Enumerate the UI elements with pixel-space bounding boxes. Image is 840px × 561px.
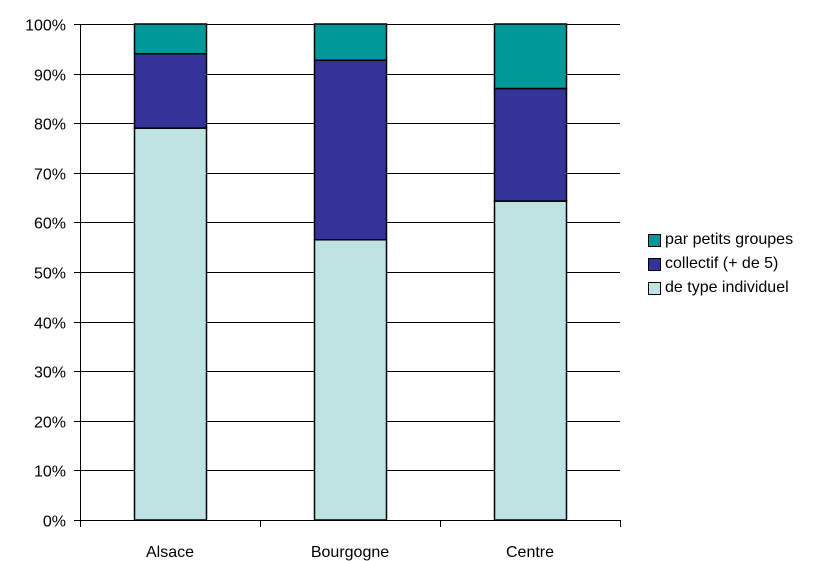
bar-centre-collectif-de-5 bbox=[493, 87, 568, 202]
y-tick-label: 80% bbox=[34, 117, 66, 134]
bar-alsace-de-type-individuel bbox=[133, 127, 208, 521]
legend-label-par-petits-groupes: par petits groupes bbox=[665, 231, 794, 248]
legend-label-de-type-individuel: de type individuel bbox=[665, 279, 789, 296]
y-tick-label: 30% bbox=[34, 365, 66, 382]
y-tick-label: 0% bbox=[43, 514, 66, 531]
x-tick-label: Bourgogne bbox=[311, 544, 389, 561]
legend-swatch-collectif bbox=[648, 257, 661, 271]
y-tick-label: 70% bbox=[34, 167, 66, 184]
legend-swatch-par-petits-groupes bbox=[648, 233, 661, 247]
chart-legend: par petits groupes collectif (+ de 5) de… bbox=[648, 228, 838, 300]
y-tick-label: 20% bbox=[34, 415, 66, 432]
legend-swatch-de-type-individuel bbox=[648, 281, 661, 295]
bar-bourgogne-de-type-individuel bbox=[313, 239, 388, 521]
y-tick-label: 90% bbox=[34, 68, 66, 85]
y-tick-label: 60% bbox=[34, 216, 66, 233]
bar-centre-par-petits-groupes bbox=[493, 23, 568, 90]
y-tick-label: 40% bbox=[34, 316, 66, 333]
y-tick-label: 100% bbox=[25, 18, 66, 35]
legend-item-collectif: collectif (+ de 5) bbox=[648, 252, 838, 276]
bar-alsace-par-petits-groupes bbox=[133, 23, 208, 55]
y-tick-label: 10% bbox=[34, 464, 66, 481]
legend-item-de-type-individuel: de type individuel bbox=[648, 276, 838, 300]
y-tick-label: 50% bbox=[34, 266, 66, 283]
x-tick-label: Centre bbox=[506, 544, 554, 561]
x-tick-label: Alsace bbox=[146, 544, 194, 561]
legend-item-par-petits-groupes: par petits groupes bbox=[648, 228, 838, 252]
bar-centre-de-type-individuel bbox=[493, 200, 568, 521]
bar-bourgogne-collectif-de-5 bbox=[313, 59, 388, 241]
bar-bourgogne-par-petits-groupes bbox=[313, 23, 388, 61]
bar-alsace-collectif-de-5 bbox=[133, 53, 208, 129]
legend-label-collectif: collectif (+ de 5) bbox=[665, 255, 779, 272]
